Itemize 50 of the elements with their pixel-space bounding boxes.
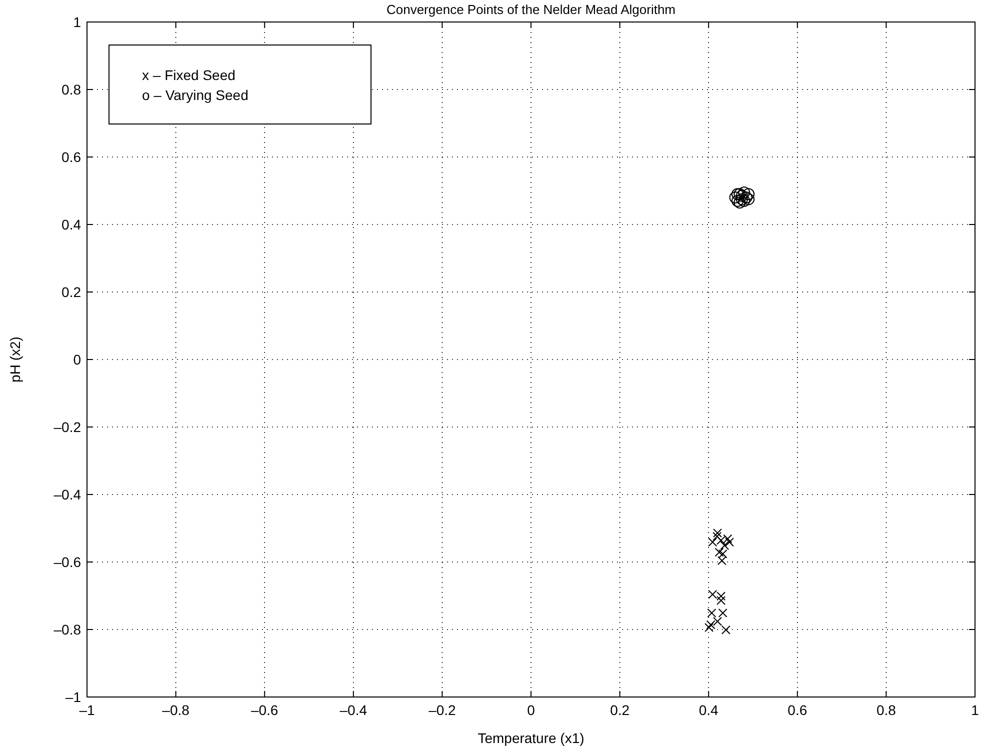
y-tick-label: 0.8 <box>62 82 82 98</box>
note-box: x – Fixed Seed o – Varying Seed <box>108 44 372 124</box>
y-tick-label: 0.6 <box>62 149 82 165</box>
point <box>714 548 724 557</box>
point <box>717 556 726 566</box>
point <box>704 622 714 632</box>
x-tick-label: –0.6 <box>250 702 278 718</box>
point <box>721 625 730 634</box>
x-tick-label: 0 <box>527 702 536 718</box>
point <box>707 608 716 618</box>
point <box>706 620 716 630</box>
point <box>736 193 748 206</box>
y-tick-label: –0.6 <box>54 554 82 570</box>
point <box>740 192 752 204</box>
point <box>742 188 755 200</box>
point <box>742 193 755 206</box>
point <box>720 540 730 550</box>
annotation: x – Fixed Seed <box>142 67 236 83</box>
y-tick-label: 0 <box>73 352 82 368</box>
point <box>738 194 750 207</box>
point <box>731 188 744 200</box>
point <box>712 532 722 541</box>
y-tick-label: 0.4 <box>62 216 82 232</box>
point <box>712 528 722 538</box>
y-tick-label: –0.4 <box>54 486 82 502</box>
point <box>718 608 728 618</box>
y-axis-title: pH (x2) <box>7 336 23 382</box>
y-tick-label: 0.2 <box>62 284 82 300</box>
point <box>718 549 728 558</box>
x-tick-label: 1 <box>971 702 980 718</box>
annotation: o – Varying Seed <box>142 87 248 103</box>
point <box>734 196 746 209</box>
x-tick-label: –0.2 <box>428 702 456 718</box>
x-tick-label: 0.2 <box>610 702 630 718</box>
point <box>712 616 722 626</box>
x-tick-label: 0.4 <box>698 702 719 718</box>
point <box>716 596 726 605</box>
y-tick-label: 1 <box>73 14 82 30</box>
x-tick-label: –0.8 <box>162 702 190 718</box>
chart-title: Convergence Points of the Nelder Mead Algorithm <box>386 2 676 17</box>
point <box>738 186 750 198</box>
x-tick-label: 0.8 <box>876 702 896 718</box>
y-tick-label: –0.2 <box>54 419 82 435</box>
x-axis-title: Temperature (x1) <box>478 730 584 746</box>
point <box>729 192 742 204</box>
point <box>731 194 744 207</box>
y-tick-label: –0.8 <box>54 622 82 638</box>
x-tick-label: 0.6 <box>788 702 808 718</box>
x-tick-label: –0.4 <box>340 702 368 718</box>
y-tick-label: –1 <box>65 689 82 705</box>
